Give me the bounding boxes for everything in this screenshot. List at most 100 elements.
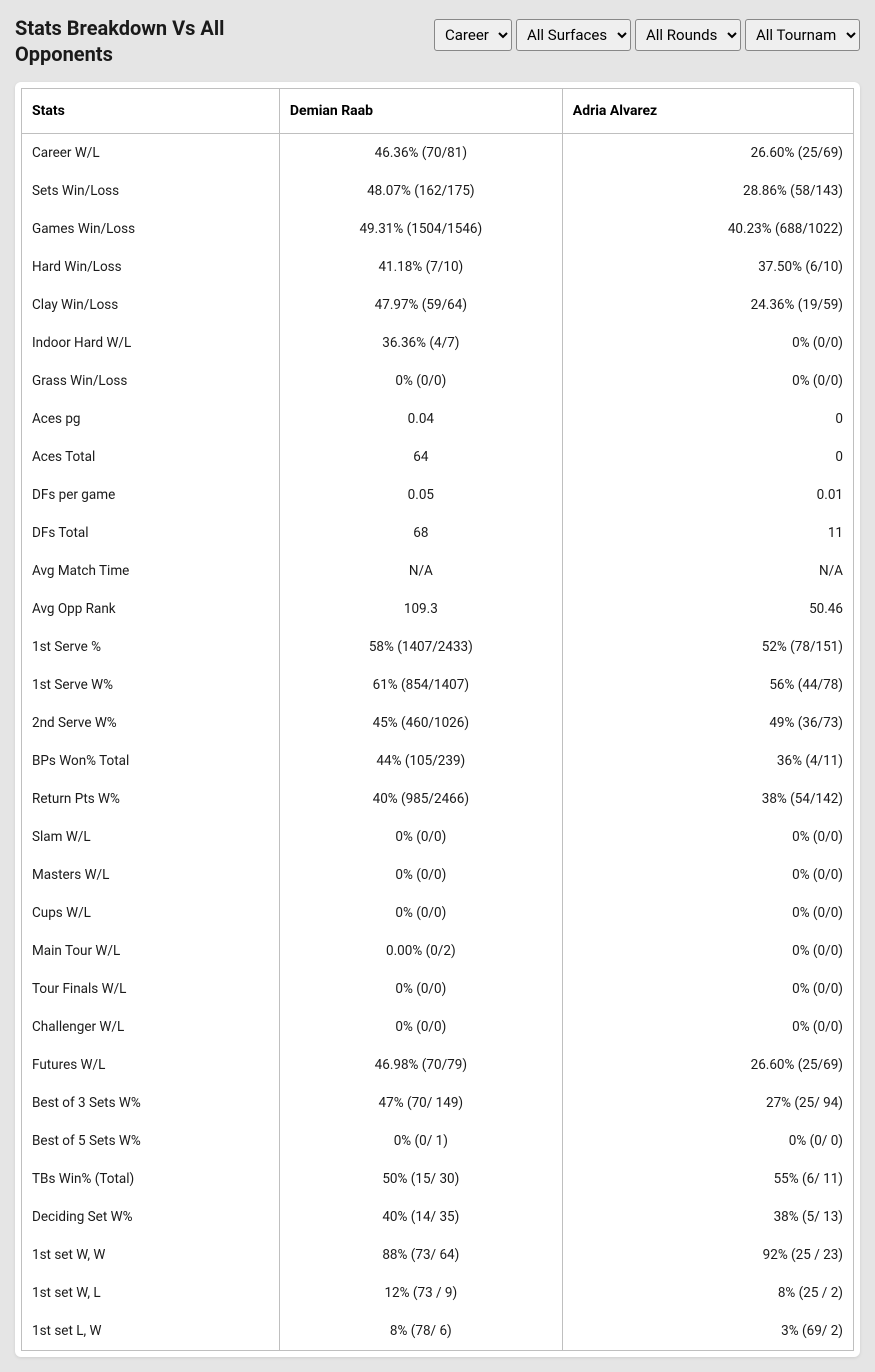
player2-value: N/A [562, 552, 853, 590]
player2-value: 0.01 [562, 476, 853, 514]
stat-label: Aces pg [22, 400, 280, 438]
table-row: Futures W/L46.98% (70/79)26.60% (25/69) [22, 1046, 854, 1084]
player2-value: 26.60% (25/69) [562, 134, 853, 173]
table-row: DFs Total6811 [22, 514, 854, 552]
player2-value: 27% (25/ 94) [562, 1084, 853, 1122]
player2-value: 92% (25 / 23) [562, 1236, 853, 1274]
stat-label: Masters W/L [22, 856, 280, 894]
player2-value: 56% (44/78) [562, 666, 853, 704]
player1-value: 0% (0/ 1) [279, 1122, 562, 1160]
player2-value: 0 [562, 438, 853, 476]
filter-round[interactable]: All Rounds [635, 19, 741, 51]
player2-value: 0% (0/0) [562, 894, 853, 932]
player1-value: 58% (1407/2433) [279, 628, 562, 666]
player2-value: 49% (36/73) [562, 704, 853, 742]
filter-bar: Career All Surfaces All Rounds All Tourn… [434, 19, 860, 51]
table-row: Aces pg0.040 [22, 400, 854, 438]
player1-value: 50% (15/ 30) [279, 1160, 562, 1198]
player2-value: 26.60% (25/69) [562, 1046, 853, 1084]
player1-value: N/A [279, 552, 562, 590]
player2-value: 50.46 [562, 590, 853, 628]
stat-label: Avg Match Time [22, 552, 280, 590]
table-row: Best of 5 Sets W%0% (0/ 1)0% (0/ 0) [22, 1122, 854, 1160]
stat-label: TBs Win% (Total) [22, 1160, 280, 1198]
table-row: Indoor Hard W/L36.36% (4/7)0% (0/0) [22, 324, 854, 362]
stat-label: Return Pts W% [22, 780, 280, 818]
filter-surface[interactable]: All Surfaces [516, 19, 631, 51]
stat-label: Hard Win/Loss [22, 248, 280, 286]
stat-label: Best of 3 Sets W% [22, 1084, 280, 1122]
stat-label: Cups W/L [22, 894, 280, 932]
stat-label: Best of 5 Sets W% [22, 1122, 280, 1160]
table-row: Best of 3 Sets W%47% (70/ 149)27% (25/ 9… [22, 1084, 854, 1122]
table-row: 2nd Serve W%45% (460/1026)49% (36/73) [22, 704, 854, 742]
player1-value: 41.18% (7/10) [279, 248, 562, 286]
player1-value: 48.07% (162/175) [279, 172, 562, 210]
table-row: Slam W/L0% (0/0)0% (0/0) [22, 818, 854, 856]
player1-value: 0% (0/0) [279, 362, 562, 400]
stat-label: 1st set W, W [22, 1236, 280, 1274]
stat-label: Main Tour W/L [22, 932, 280, 970]
stat-label: Aces Total [22, 438, 280, 476]
stat-label: 1st Serve W% [22, 666, 280, 704]
stat-label: DFs Total [22, 514, 280, 552]
page-title: Stats Breakdown Vs All Opponents [15, 15, 315, 67]
table-row: Main Tour W/L0.00% (0/2)0% (0/0) [22, 932, 854, 970]
stat-label: Slam W/L [22, 818, 280, 856]
table-row: DFs per game0.050.01 [22, 476, 854, 514]
player2-value: 38% (5/ 13) [562, 1198, 853, 1236]
stat-label: Tour Finals W/L [22, 970, 280, 1008]
table-row: Deciding Set W%40% (14/ 35)38% (5/ 13) [22, 1198, 854, 1236]
stat-label: Futures W/L [22, 1046, 280, 1084]
filter-period[interactable]: Career [434, 19, 512, 51]
player2-value: 52% (78/151) [562, 628, 853, 666]
table-row: TBs Win% (Total)50% (15/ 30)55% (6/ 11) [22, 1160, 854, 1198]
player1-value: 40% (985/2466) [279, 780, 562, 818]
table-row: Avg Match TimeN/AN/A [22, 552, 854, 590]
player2-value: 3% (69/ 2) [562, 1312, 853, 1351]
stat-label: Indoor Hard W/L [22, 324, 280, 362]
player1-value: 44% (105/239) [279, 742, 562, 780]
player1-value: 0.04 [279, 400, 562, 438]
table-row: Games Win/Loss49.31% (1504/1546)40.23% (… [22, 210, 854, 248]
table-row: 1st set W, W88% (73/ 64)92% (25 / 23) [22, 1236, 854, 1274]
stat-label: 1st Serve % [22, 628, 280, 666]
player1-value: 0% (0/0) [279, 970, 562, 1008]
table-row: Avg Opp Rank109.350.46 [22, 590, 854, 628]
stat-label: Games Win/Loss [22, 210, 280, 248]
player1-value: 46.36% (70/81) [279, 134, 562, 173]
stat-label: DFs per game [22, 476, 280, 514]
player2-value: 8% (25 / 2) [562, 1274, 853, 1312]
stat-label: Sets Win/Loss [22, 172, 280, 210]
player2-value: 37.50% (6/10) [562, 248, 853, 286]
player2-value: 38% (54/142) [562, 780, 853, 818]
player1-value: 0% (0/0) [279, 894, 562, 932]
stat-label: Grass Win/Loss [22, 362, 280, 400]
player2-value: 55% (6/ 11) [562, 1160, 853, 1198]
table-row: Grass Win/Loss0% (0/0)0% (0/0) [22, 362, 854, 400]
stat-label: 2nd Serve W% [22, 704, 280, 742]
table-row: BPs Won% Total44% (105/239)36% (4/11) [22, 742, 854, 780]
stat-label: Avg Opp Rank [22, 590, 280, 628]
player1-value: 88% (73/ 64) [279, 1236, 562, 1274]
player1-value: 47.97% (59/64) [279, 286, 562, 324]
filter-tournament[interactable]: All Tournaments [745, 19, 860, 51]
stat-label: BPs Won% Total [22, 742, 280, 780]
player1-value: 8% (78/ 6) [279, 1312, 562, 1351]
table-row: Aces Total640 [22, 438, 854, 476]
player2-value: 0% (0/ 0) [562, 1122, 853, 1160]
table-row: Sets Win/Loss48.07% (162/175)28.86% (58/… [22, 172, 854, 210]
player2-value: 0% (0/0) [562, 324, 853, 362]
player2-value: 0% (0/0) [562, 932, 853, 970]
stats-table-wrapper: Stats Demian Raab Adria Alvarez Career W… [15, 82, 860, 1357]
stat-label: 1st set L, W [22, 1312, 280, 1351]
table-row: 1st Serve W%61% (854/1407)56% (44/78) [22, 666, 854, 704]
header-player2: Adria Alvarez [562, 89, 853, 134]
player1-value: 64 [279, 438, 562, 476]
player2-value: 24.36% (19/59) [562, 286, 853, 324]
table-row: Return Pts W%40% (985/2466)38% (54/142) [22, 780, 854, 818]
table-row: Career W/L46.36% (70/81)26.60% (25/69) [22, 134, 854, 173]
player2-value: 0% (0/0) [562, 856, 853, 894]
stat-label: Challenger W/L [22, 1008, 280, 1046]
player1-value: 0.05 [279, 476, 562, 514]
